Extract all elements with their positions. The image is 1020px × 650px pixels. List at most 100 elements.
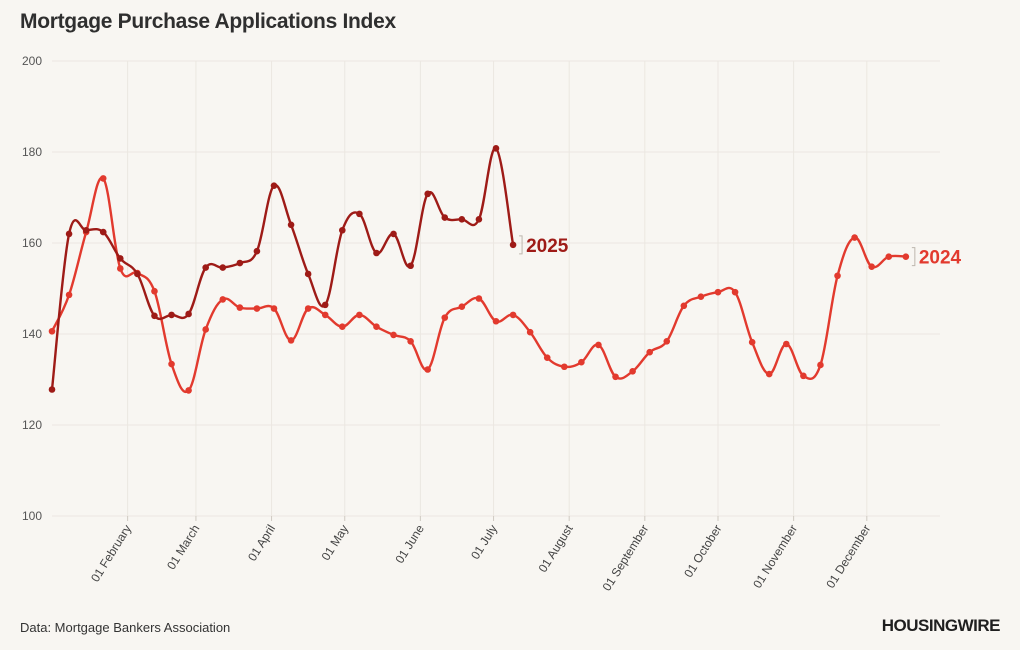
data-point-2024	[151, 287, 158, 295]
series-line-2025	[50, 147, 515, 391]
data-point-2024	[356, 311, 363, 319]
x-tick-label: 01 February	[88, 522, 134, 584]
y-tick-label: 180	[22, 145, 42, 159]
data-point-2024	[65, 291, 73, 299]
x-axis-ticks: 01 February 01 March 01 April 01 May 01 June…	[88, 516, 873, 594]
data-point-2024	[561, 363, 568, 371]
data-point-2024	[458, 303, 466, 311]
end-label-bracket	[519, 235, 523, 255]
data-source-note: Data: Mortgage Bankers Association	[20, 620, 231, 635]
x-tick-label: 01 August	[536, 522, 577, 575]
data-point-2024	[748, 338, 756, 346]
data-point-2024	[492, 317, 500, 325]
data-point-2024	[321, 311, 329, 319]
data-point-2024	[304, 305, 312, 312]
data-point-2024	[117, 265, 124, 272]
data-point-2024	[851, 234, 858, 241]
data-point-2025	[270, 182, 278, 189]
data-point-2024	[526, 328, 534, 336]
data-point-2024	[714, 288, 722, 296]
data-point-2025	[236, 259, 244, 267]
data-point-2024	[885, 253, 893, 260]
end-label-bracket	[911, 247, 916, 267]
data-point-2025	[321, 301, 329, 309]
data-point-2024	[475, 295, 483, 302]
data-point-2025	[202, 264, 209, 271]
grid-lines	[52, 60, 940, 517]
housingwire-logo: HOUSINGWIRE	[881, 616, 1001, 635]
data-point-2024	[731, 288, 739, 296]
data-point-2025	[356, 210, 363, 218]
data-point-2024	[697, 293, 705, 300]
data-point-2024	[509, 311, 517, 319]
data-point-2024	[663, 337, 671, 345]
chart-title: Mortgage Purchase Applications Index	[20, 10, 396, 33]
data-point-2024	[219, 296, 227, 303]
data-point-2024	[441, 314, 449, 321]
data-point-2025	[48, 386, 56, 393]
x-tick-label: 01 November	[750, 522, 800, 591]
x-tick-label: 01 October	[681, 522, 724, 580]
series-group	[48, 145, 910, 394]
data-point-2025	[475, 216, 483, 223]
data-point-2025	[304, 270, 312, 278]
data-point-2025	[134, 270, 141, 278]
data-point-2025	[492, 145, 500, 152]
x-tick-label: 01 April	[245, 522, 278, 563]
data-point-2025	[168, 311, 175, 319]
x-tick-label: 01 May	[319, 522, 352, 563]
data-point-2024	[253, 305, 261, 312]
data-point-2024	[629, 368, 636, 375]
y-tick-label: 120	[22, 418, 42, 432]
data-point-2024	[902, 253, 910, 260]
x-tick-label: 01 July	[468, 522, 500, 562]
x-tick-label: 01 September	[600, 522, 652, 593]
data-point-2024	[680, 302, 688, 310]
data-point-2024	[339, 323, 346, 331]
data-point-2024	[646, 348, 653, 356]
data-point-2025	[509, 241, 517, 249]
data-point-2025	[99, 228, 107, 236]
data-point-2024	[424, 366, 431, 373]
data-point-2025	[339, 226, 346, 234]
data-point-2024	[287, 337, 295, 344]
y-tick-label: 160	[22, 236, 42, 250]
data-point-2024	[168, 360, 175, 368]
data-point-2024	[373, 323, 380, 331]
data-point-2024	[765, 370, 773, 378]
data-point-2025	[441, 214, 449, 221]
data-point-2025	[390, 230, 397, 238]
data-point-2025	[82, 226, 90, 234]
y-axis-ticks: 100 120 140 160 180 200	[22, 54, 42, 523]
data-point-2024	[543, 354, 551, 361]
data-point-2024	[202, 326, 209, 333]
data-point-2024	[612, 373, 619, 381]
data-point-2024	[48, 327, 56, 335]
data-point-2025	[373, 249, 380, 257]
data-point-2024	[407, 337, 414, 345]
data-point-2024	[185, 387, 192, 394]
data-point-2024	[783, 340, 790, 348]
y-tick-label: 200	[22, 54, 42, 68]
data-point-2025	[407, 262, 414, 270]
data-point-2025	[151, 312, 158, 320]
data-point-2024	[578, 358, 585, 366]
data-point-2025	[287, 221, 295, 229]
data-point-2025	[65, 230, 73, 238]
data-point-2025	[424, 190, 431, 198]
data-point-2024	[800, 372, 807, 380]
data-point-2025	[219, 264, 227, 271]
data-point-2024	[595, 341, 602, 349]
x-tick-label: 01 June	[392, 522, 427, 566]
series-label-2025: 2025	[526, 236, 569, 257]
data-point-2025	[117, 255, 124, 262]
data-point-2024	[236, 304, 244, 311]
data-point-2024	[99, 175, 107, 182]
series-end-labels: 2024 2025	[519, 235, 962, 269]
y-tick-label: 140	[22, 327, 42, 341]
x-tick-label: 01 December	[823, 522, 873, 591]
y-tick-label: 100	[22, 509, 42, 523]
data-point-2024	[817, 361, 824, 369]
series-line-2024	[50, 176, 908, 394]
